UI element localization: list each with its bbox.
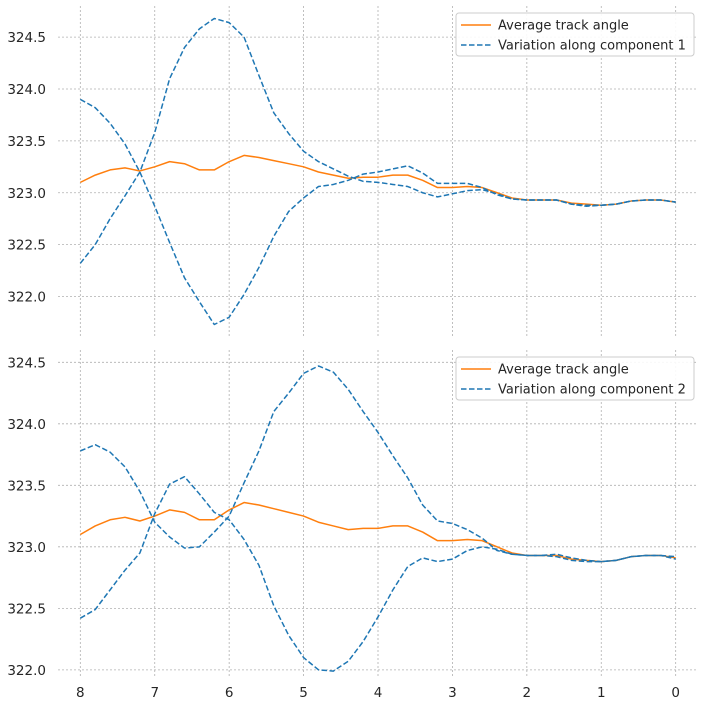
y-tick-label: 324.5 [7, 355, 46, 371]
chart-panel-top: 322.0 322.5 323.0 323.5 324.0 324.5 Average tr… [7, 6, 698, 338]
legend-label: Average track angle [498, 19, 629, 34]
series-line-1 [80, 365, 676, 563]
y-tick-label: 324.5 [7, 30, 46, 46]
x-tick-label: 6 [225, 685, 234, 701]
legend: Average track angle Variation along compo… [455, 356, 695, 401]
x-tick-label: 8 [76, 685, 85, 701]
series-line-1 [79, 98, 676, 326]
series-line-0 [79, 501, 676, 563]
y-tick-label: 324.0 [7, 82, 46, 98]
x-tick-label: 1 [597, 685, 606, 701]
series-line-0 [80, 154, 676, 206]
series-line-2 [79, 17, 676, 264]
y-tick-label: 323.0 [7, 186, 46, 202]
grid [58, 6, 698, 338]
x-tick-label: 0 [671, 685, 680, 701]
y-tick-label: 323.0 [7, 540, 46, 556]
y-tick-label: 322.0 [7, 290, 46, 306]
y-tick-label: 322.0 [7, 663, 46, 679]
x-tick-label: 3 [448, 685, 457, 701]
y-tick-label: 323.5 [7, 478, 46, 494]
x-tick-label: 4 [374, 685, 383, 701]
y-tick-label: 324.0 [7, 417, 46, 433]
y-tick-label: 323.5 [7, 134, 46, 150]
legend-label: Variation along component 2 [498, 383, 686, 398]
x-tick-label: 2 [523, 685, 532, 701]
y-tick-label: 322.5 [7, 238, 46, 254]
chart-panel-bottom: 322.0 322.5 323.0 323.5 324.0 324.5 8 7 6 5 4 3 2 1 0 A… [7, 350, 698, 701]
x-tick-label: 5 [299, 685, 308, 701]
legend-box [455, 12, 695, 57]
legend: Average track angle Variation along compo… [455, 12, 695, 57]
legend-label: Variation along component 1 [498, 39, 686, 54]
x-tick-label: 7 [150, 685, 159, 701]
series-line-2 [79, 475, 676, 672]
legend-box [455, 356, 695, 401]
y-tick-label: 322.5 [7, 601, 46, 617]
legend-label: Average track angle [498, 363, 629, 378]
